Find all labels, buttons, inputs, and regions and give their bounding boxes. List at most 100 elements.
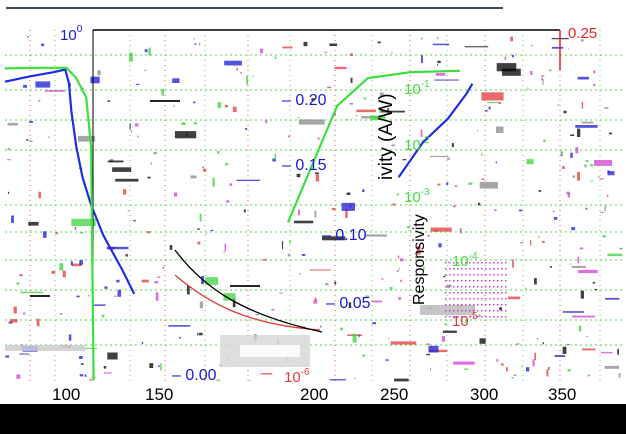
artifact-mark	[127, 210, 130, 212]
artifact-dot	[489, 262, 491, 264]
artifact-dot	[497, 274, 499, 276]
artifact-mark	[334, 112, 336, 116]
artifact-mark	[443, 275, 446, 278]
artifact-mark	[193, 38, 195, 40]
artifact-mark	[133, 219, 136, 222]
artifact-mark	[117, 290, 122, 297]
artifact-mark	[59, 313, 63, 315]
artifact-mark	[581, 348, 596, 351]
artifact-dot	[457, 298, 459, 300]
artifact-dot	[477, 262, 479, 264]
artifact-mark	[240, 72, 242, 74]
artifact-mark	[607, 253, 623, 257]
artifact-dot	[453, 316, 455, 318]
artifact-mark	[584, 164, 587, 168]
artifact-dot	[473, 280, 475, 282]
artifact-mark	[581, 101, 584, 109]
x-axis-tick-label: 300	[470, 385, 498, 404]
artifact-dot	[477, 316, 479, 318]
artifact-mark	[181, 122, 186, 126]
artifact-mark	[421, 55, 423, 64]
artifact-mark	[79, 232, 84, 234]
bottom-black-bar	[0, 404, 626, 434]
artifact-mark	[553, 217, 558, 220]
artifact-mark	[194, 43, 197, 45]
artifact-mark	[225, 163, 229, 166]
artifact-mark	[157, 276, 161, 278]
artifact-mark	[334, 66, 347, 70]
artifact-mark	[577, 256, 580, 264]
artifact-dot	[457, 310, 459, 312]
artifact-mark	[451, 143, 454, 147]
artifact-mark	[552, 210, 555, 212]
artifact-dot	[473, 298, 475, 300]
artifact-mark	[494, 209, 497, 212]
artifact-mark	[173, 104, 175, 107]
artifact-mark	[402, 159, 407, 161]
artifact-mark	[141, 341, 144, 344]
artifact-dot	[449, 310, 451, 312]
artifact-mark	[578, 269, 598, 274]
artifact-mark	[274, 153, 277, 160]
artifact-mark	[210, 229, 214, 232]
artifact-mark	[155, 292, 159, 301]
artifact-dot	[473, 268, 475, 270]
artifact-mark	[212, 177, 215, 187]
artifact-mark	[224, 60, 242, 66]
artifact-mark	[479, 338, 486, 344]
artifact-mark	[459, 228, 462, 234]
artifact-mark	[379, 92, 384, 97]
x-axis-tick-label: 350	[548, 385, 576, 404]
artifact-mark	[557, 104, 560, 106]
artifact-mark	[236, 67, 238, 71]
artifact-dot	[481, 316, 483, 318]
series-line-1	[4, 68, 136, 295]
artifact-mark	[101, 314, 105, 318]
artifact-mark	[381, 278, 384, 280]
artifact-mark	[7, 122, 18, 126]
artifact-mark	[543, 139, 546, 142]
artifact-dot	[485, 286, 487, 288]
artifact-dot	[501, 262, 503, 264]
artifact-dot	[485, 262, 487, 264]
artifact-mark	[80, 363, 84, 365]
artifact-dot	[473, 286, 475, 288]
artifact-mark	[605, 297, 620, 300]
artifact-mark	[262, 258, 267, 261]
artifact-mark	[260, 373, 273, 375]
artifact-mark	[74, 227, 77, 230]
artifact-mark	[477, 130, 479, 132]
artifact-dot	[505, 268, 507, 270]
artifact-mark	[570, 134, 575, 136]
artifact-mark	[599, 178, 604, 180]
artifact-dot	[497, 280, 499, 282]
x-axis-tick-label: 150	[145, 385, 173, 404]
artifact-mark	[199, 213, 202, 222]
artifact-dot	[449, 262, 451, 264]
artifact-mark	[532, 359, 535, 367]
artifact-mark	[38, 191, 41, 199]
top-rule	[6, 7, 503, 9]
artifact-mark	[271, 309, 275, 311]
artifact-mark	[149, 363, 154, 368]
artifact-mark	[11, 215, 14, 223]
artifact-dot	[497, 316, 499, 318]
artifact-dot	[489, 316, 491, 318]
artifact-mark	[427, 343, 430, 345]
artifact-dot	[461, 274, 463, 276]
artifact-dot	[445, 316, 447, 318]
artifact-dot	[465, 286, 467, 288]
artifact-mark	[398, 268, 400, 270]
artifact-mark	[548, 366, 550, 370]
artifact-dot	[453, 286, 455, 288]
artifact-mark	[604, 107, 609, 109]
artifact-dot	[477, 292, 479, 294]
artifact-mark	[173, 192, 178, 197]
artifact-dot	[505, 280, 507, 282]
artifact-mark	[115, 178, 139, 182]
artifact-mark	[585, 207, 588, 210]
artifact-mark	[464, 368, 469, 370]
artifact-mark	[294, 220, 314, 224]
artifact-mark	[604, 365, 619, 369]
artifact-dot	[477, 274, 479, 276]
